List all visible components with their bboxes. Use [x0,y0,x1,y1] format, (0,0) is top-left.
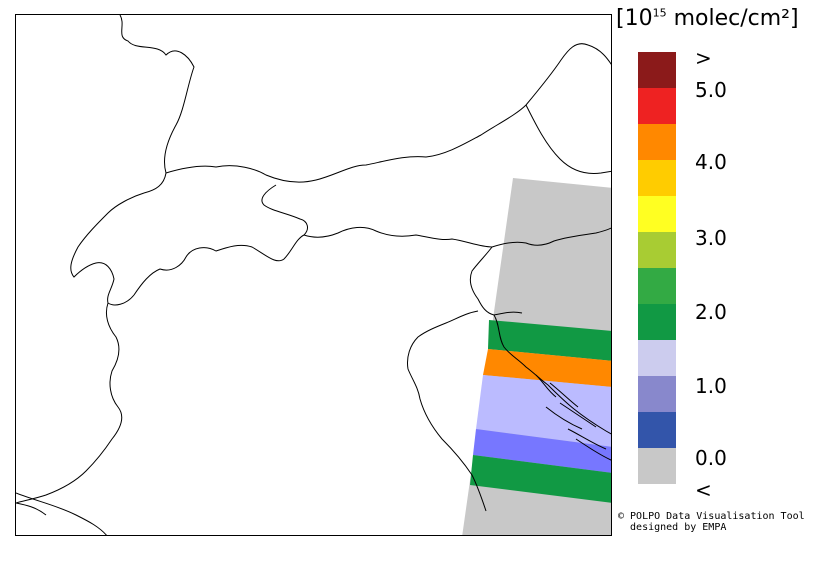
border-austria-hungary [525,104,611,174]
colorbar-cell [638,124,676,160]
map-panel [15,14,612,536]
coast-adriatic-italy [407,310,487,512]
border-italy-austria [303,226,611,248]
country-borders [16,15,611,504]
border-germany-austria [165,43,611,183]
units-label: [1015 molec/cm²] [616,6,799,31]
swath-bands [470,320,611,503]
border-switzerland [70,184,308,306]
colorbar-cell [638,268,676,304]
colorbar-label-3: 3.0 [695,226,727,250]
colorbar-cell [638,448,676,484]
colorbar-label-4: 4.0 [695,150,727,174]
colorbar-cell [638,232,676,268]
colorbar-label-max: > [695,46,712,70]
colorbar-label-0: 0.0 [695,446,727,470]
coast-ligurian [16,492,107,535]
colorbar-cell [638,376,676,412]
colorbar-cell [638,412,676,448]
swath-band [473,429,611,473]
colorbar-label-5: 5.0 [695,78,727,102]
colorbar-cell [638,160,676,196]
colorbar-cell [638,304,676,340]
coastlines [16,310,611,535]
colorbar-label-2: 2.0 [695,300,727,324]
map-canvas [16,15,611,535]
swath-band [488,320,611,361]
colorbar-cell [638,88,676,124]
swath-band [476,375,611,447]
swath-band [483,349,611,387]
border-france-italy [16,302,123,504]
colorbar-cell [638,196,676,232]
border-italy-slovenia [469,246,523,316]
colorbar-label-1: 1.0 [695,374,727,398]
croatian-islands [535,374,611,461]
border-france-germany [119,15,195,194]
colorbar-cell [638,52,676,88]
colorbar [638,52,676,484]
colorbar-label-min: < [695,478,712,502]
credit-text: © POLPO Data Visualisation Tool designed… [618,511,805,533]
colorbar-cell [638,340,676,376]
swath-band [470,455,611,503]
coast-tyrrhenian [16,502,47,516]
